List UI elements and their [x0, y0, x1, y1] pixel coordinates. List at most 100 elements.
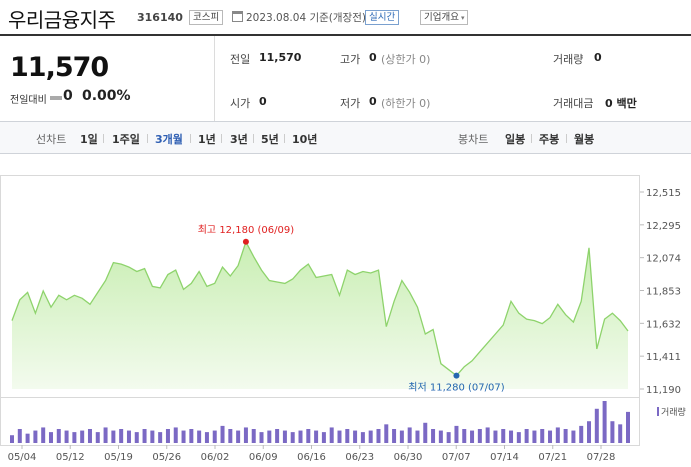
volume-bar — [95, 432, 100, 443]
company-overview-label: 기업개요 — [424, 12, 459, 23]
tab-divider — [566, 134, 567, 143]
y-tick-label: 11,853 — [646, 287, 681, 298]
volume-bar — [17, 429, 22, 443]
trade-amount-label: 거래대금 — [553, 97, 594, 110]
volume-bar — [571, 430, 576, 443]
y-tick-label: 11,411 — [646, 352, 681, 363]
high-marker — [242, 238, 249, 245]
price-area — [12, 241, 628, 389]
volume-bar — [126, 430, 131, 443]
volume-bar — [610, 421, 615, 443]
price-panel: 11,570 전일대비 0 0.00% 전일 11,570 고가 0 (상한가 … — [0, 36, 691, 122]
volume-bar — [64, 430, 69, 443]
volume-bar — [353, 430, 358, 443]
volume-bar — [618, 424, 623, 443]
tab-10y[interactable]: 10년 — [292, 133, 318, 146]
realtime-button[interactable]: 실시간 — [365, 10, 400, 25]
volume-bar — [119, 429, 124, 443]
volume-bar — [56, 429, 61, 443]
tab-daily[interactable]: 일봉 — [505, 133, 526, 146]
volume-bar — [524, 429, 529, 443]
volume-bar — [555, 427, 560, 443]
volume-legend-label: 거래량 — [661, 406, 686, 418]
y-tick-label: 11,632 — [646, 319, 681, 330]
tab-1y[interactable]: 1년 — [198, 133, 216, 146]
x-axis: 05/04 05/12 05/19 05/26 06/02 06/09 06/16 06/23… — [8, 445, 616, 463]
tab-3m[interactable]: 3개월 — [155, 133, 183, 146]
volume-bar — [243, 427, 248, 443]
y-tick-label: 11,190 — [646, 385, 681, 396]
x-tick-label: 05/04 — [8, 452, 37, 463]
volume-bar — [516, 432, 521, 443]
volume-bar — [329, 427, 334, 443]
volume-bar — [298, 430, 303, 443]
lower-limit: (하한가 0) — [381, 97, 431, 110]
extreme-markers: 최고 12,180 (06/09) 최저 11,280 (07/07) — [198, 224, 505, 394]
tab-divider — [221, 134, 222, 143]
y-tick-label: 12,295 — [646, 221, 681, 232]
high-label: 최고 12,180 (06/09) — [198, 224, 294, 236]
volume-bar — [72, 432, 77, 443]
tab-divider — [190, 134, 191, 143]
volume-bar — [345, 429, 350, 443]
tab-divider — [253, 134, 254, 143]
calendar-icon — [232, 11, 243, 22]
tab-5y[interactable]: 5년 — [261, 133, 279, 146]
volume-bar — [189, 429, 194, 443]
volume-bar — [431, 429, 436, 443]
volume-bar — [392, 429, 397, 443]
volume-bar — [587, 421, 592, 443]
x-tick-label: 07/28 — [587, 452, 616, 463]
volume-legend-swatch — [657, 407, 659, 416]
x-tick-label: 06/09 — [249, 452, 278, 463]
low-value: 0 — [369, 95, 377, 108]
volume-value: 0 — [594, 51, 602, 64]
volume-bar — [236, 430, 241, 443]
volume-bar — [477, 429, 482, 443]
company-overview-button[interactable]: 기업개요 ▾ — [420, 10, 469, 25]
prev-close-value: 11,570 — [259, 51, 302, 64]
volume-bar — [360, 432, 365, 443]
chart-period-tabs: 선차트 1일 1주일 3개월 1년 3년 5년 10년 봉차트 일봉 주봉 월봉 — [0, 122, 691, 154]
volume-bar — [438, 430, 443, 443]
current-price: 11,570 — [10, 52, 109, 83]
x-tick-label: 07/21 — [538, 452, 567, 463]
candle-chart-label: 봉차트 — [458, 133, 489, 146]
volume-bar — [579, 425, 584, 443]
volume-bar — [470, 430, 475, 443]
volume-bar — [212, 430, 217, 443]
tab-monthly[interactable]: 월봉 — [574, 133, 595, 146]
stock-name: 우리금융지주 — [8, 8, 116, 32]
volume-bar — [540, 429, 545, 443]
volume-bar — [501, 429, 506, 443]
volume-bar — [399, 430, 404, 443]
volume-bar — [282, 430, 287, 443]
chevron-down-icon: ▾ — [460, 14, 465, 22]
volume-bar — [87, 429, 92, 443]
tab-1d[interactable]: 1일 — [80, 133, 98, 146]
volume-bar — [10, 435, 14, 443]
prev-close-label: 전일 — [230, 53, 251, 66]
tab-1w[interactable]: 1주일 — [112, 133, 140, 146]
volume-bar — [181, 430, 186, 443]
upper-limit: (상한가 0) — [381, 53, 431, 66]
x-tick-label: 07/07 — [442, 452, 471, 463]
tab-divider — [531, 134, 532, 143]
x-tick-label: 05/12 — [56, 452, 85, 463]
volume-bar — [384, 424, 389, 443]
volume-bar — [251, 429, 256, 443]
price-line — [11, 240, 629, 377]
tab-3y[interactable]: 3년 — [230, 133, 248, 146]
reference-date: 2023.08.04 기준(개장전) — [246, 12, 366, 24]
volume-bar — [25, 433, 30, 443]
volume-bar — [594, 408, 599, 443]
tab-divider — [103, 134, 104, 143]
volume-bar — [485, 427, 490, 443]
x-tick-label: 05/26 — [152, 452, 181, 463]
tab-weekly[interactable]: 주봉 — [539, 133, 560, 146]
stock-code: 316140 — [137, 11, 183, 24]
volume-bar — [446, 432, 451, 443]
volume-bar — [376, 429, 381, 443]
volume-bar — [563, 429, 568, 443]
open-label: 시가 — [230, 97, 251, 110]
